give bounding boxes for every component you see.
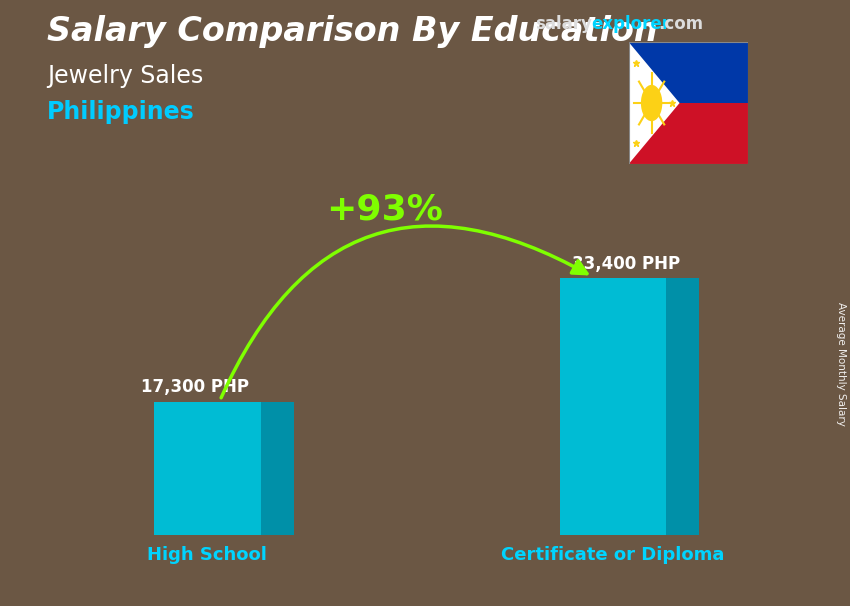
Bar <box>154 402 261 534</box>
Circle shape <box>641 85 662 121</box>
Bar <box>629 42 748 103</box>
Text: .com: .com <box>659 15 704 33</box>
Text: explorer: explorer <box>591 15 670 33</box>
Bar <box>560 278 666 534</box>
Text: 33,400 PHP: 33,400 PHP <box>571 255 680 273</box>
Text: salary: salary <box>536 15 592 33</box>
Text: Philippines: Philippines <box>47 100 195 124</box>
Text: Average Monthly Salary: Average Monthly Salary <box>836 302 846 425</box>
Text: +93%: +93% <box>326 192 443 227</box>
Polygon shape <box>629 42 680 164</box>
Polygon shape <box>666 278 700 534</box>
Text: High School: High School <box>147 546 267 564</box>
Polygon shape <box>261 402 293 534</box>
Text: Jewelry Sales: Jewelry Sales <box>47 64 203 88</box>
Text: Salary Comparison By Education: Salary Comparison By Education <box>47 15 657 48</box>
Text: 17,300 PHP: 17,300 PHP <box>140 379 249 396</box>
Bar <box>629 103 748 164</box>
Text: Certificate or Diploma: Certificate or Diploma <box>502 546 725 564</box>
